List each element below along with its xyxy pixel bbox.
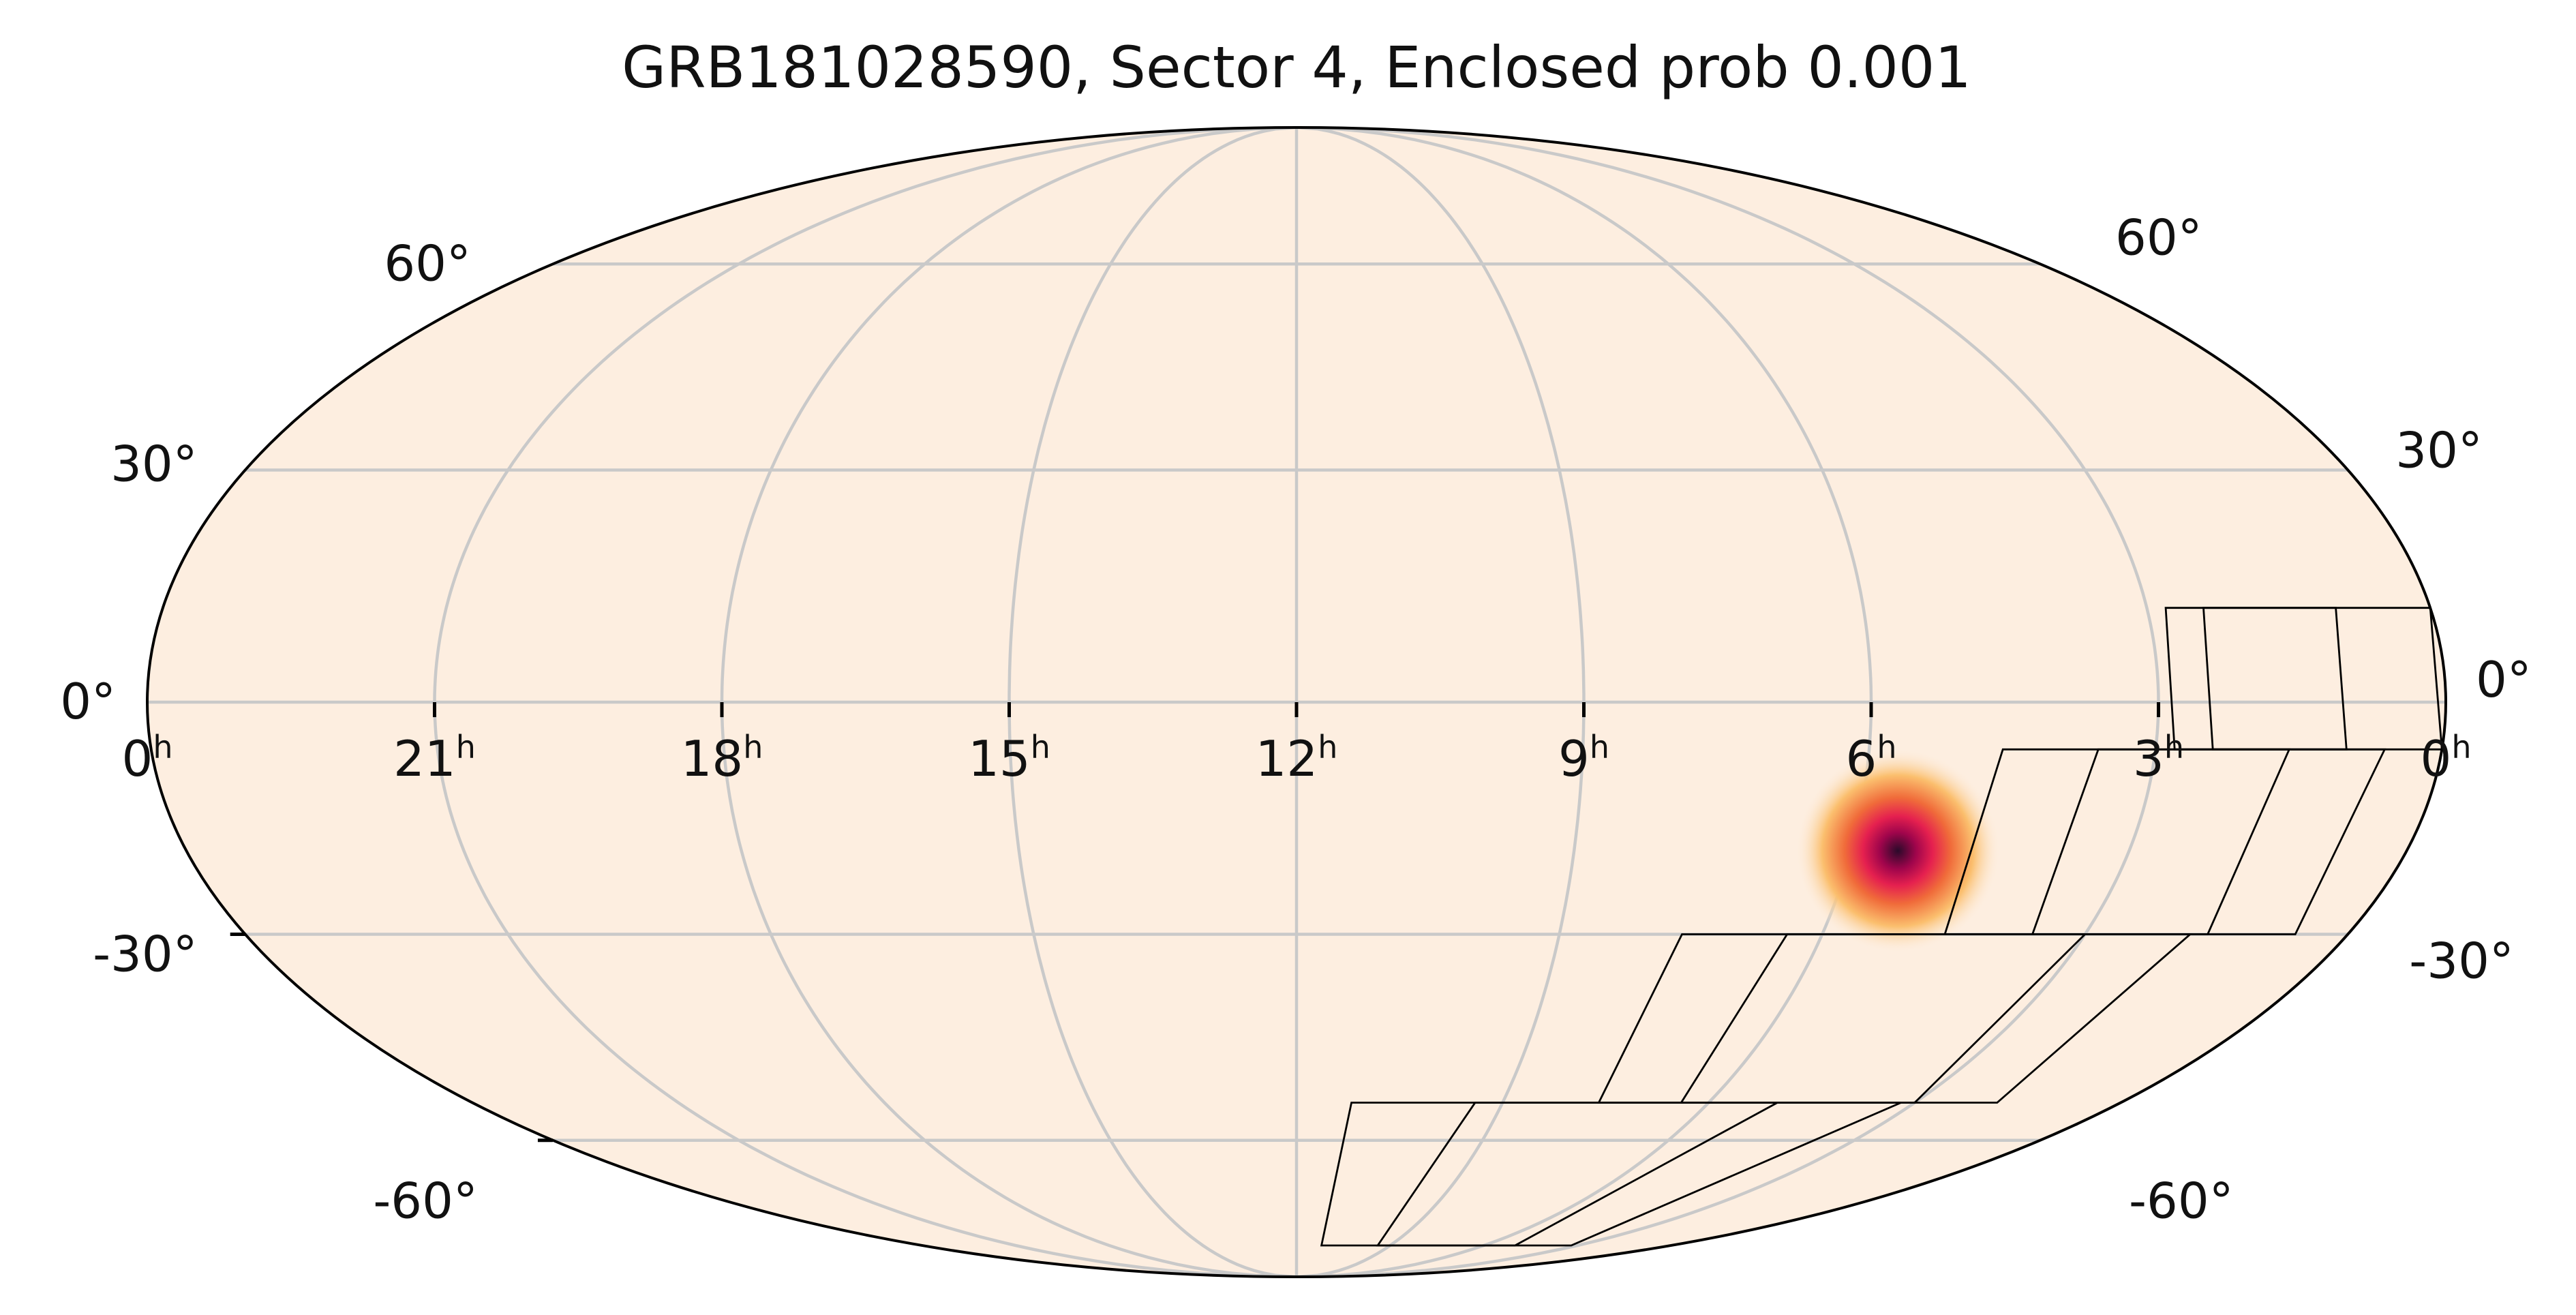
tess-camera-field bbox=[1320, 1102, 1778, 1247]
ra-tick-label-unit: h bbox=[456, 729, 476, 766]
figure-title: GRB181028590, Sector 4, Enclosed prob 0.… bbox=[622, 34, 1971, 101]
ra-tick-label-unit: h bbox=[1031, 729, 1050, 766]
dec-label-left: -30° bbox=[93, 926, 198, 983]
ra-tick-label: 12h bbox=[1256, 729, 1338, 787]
dec-label-right: -30° bbox=[2409, 933, 2514, 990]
ra-tick-label-value: 15 bbox=[968, 730, 1031, 787]
ra-tick-label-unit: h bbox=[1318, 729, 1337, 766]
dec-label-right: 0° bbox=[2476, 651, 2532, 708]
probability-hotspot bbox=[1795, 749, 2001, 954]
ra-tick-label-unit: h bbox=[153, 729, 172, 766]
ra-tick-label: 18h bbox=[681, 729, 763, 787]
dec-label-right: -60° bbox=[2129, 1173, 2234, 1230]
ra-tick-label-value: 9 bbox=[1558, 730, 1590, 787]
dec-label-left: 0° bbox=[60, 673, 116, 730]
ra-tick-label-unit: h bbox=[2451, 729, 2471, 766]
ra-tick-label-unit: h bbox=[1590, 729, 1609, 766]
ra-tick-labels: 0h 21h 18h 15h 12h 9h 6h 3h 0h bbox=[122, 729, 2472, 787]
dec-tick-labels: 60° 30° 0° -30° -60° 60° 30° 0° -30° -60° bbox=[60, 209, 2532, 1229]
dec-label-left: 60° bbox=[384, 235, 471, 292]
ra-tick-label: 0h bbox=[2421, 729, 2472, 787]
ra-tick-label-unit: h bbox=[1877, 729, 1896, 766]
ra-tick-label-unit: h bbox=[743, 729, 763, 766]
ra-tick-label: 0h bbox=[122, 729, 173, 787]
ra-tick-label: 3h bbox=[2133, 729, 2184, 787]
ra-tick-label-value: 12 bbox=[1256, 730, 1318, 787]
ra-tick-label: 15h bbox=[968, 729, 1050, 787]
tess-sector-footprint bbox=[1320, 607, 2443, 1247]
dec-label-right: 60° bbox=[2115, 209, 2202, 266]
dec-label-left: -60° bbox=[373, 1173, 478, 1230]
ra-tick-label-value: 3 bbox=[2133, 730, 2164, 787]
ra-tick-label-value: 21 bbox=[393, 730, 456, 787]
probability-layer bbox=[1795, 749, 2001, 954]
ra-tick-label-unit: h bbox=[2164, 729, 2184, 766]
dec-label-left: 30° bbox=[110, 435, 198, 492]
ra-ticks bbox=[230, 702, 2160, 1143]
ra-tick-label: 9h bbox=[1558, 729, 1609, 787]
dec-label-right: 30° bbox=[2395, 421, 2483, 479]
ra-tick-label-value: 18 bbox=[681, 730, 744, 787]
ra-tick-label: 21h bbox=[393, 729, 476, 787]
map-boundary bbox=[146, 126, 2447, 1278]
ra-tick-label-value: 0 bbox=[122, 730, 153, 787]
ra-tick-label: 6h bbox=[1846, 729, 1897, 787]
ra-tick-label-value: 6 bbox=[1846, 730, 1877, 787]
ra-tick-label-value: 0 bbox=[2421, 730, 2452, 787]
